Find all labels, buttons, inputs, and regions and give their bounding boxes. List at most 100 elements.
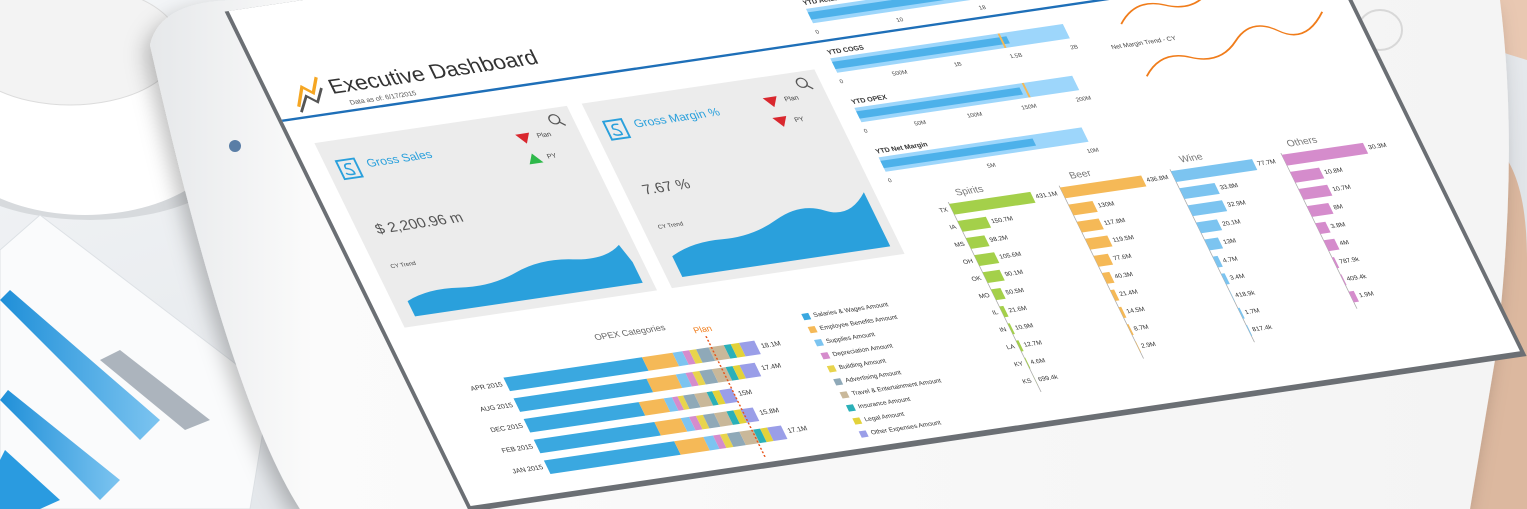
bar-segment (674, 436, 710, 455)
bullet-bar (880, 138, 1037, 169)
plan-indicator (515, 132, 530, 144)
bar-segment (753, 428, 767, 444)
header-rule (281, 0, 1333, 122)
category-label: IA (949, 224, 959, 231)
py-label: PY (546, 153, 559, 161)
bar-segment (694, 392, 714, 408)
bar-segment (543, 441, 681, 474)
bar-segment (672, 351, 689, 367)
paper-bar (0, 450, 60, 509)
bullet-tick-label: 1.5B (1009, 53, 1024, 60)
legend-swatch (833, 378, 844, 386)
bar (1212, 255, 1223, 268)
bar-segment (703, 435, 720, 451)
value-label: 12.7M (1023, 340, 1044, 349)
value-label: 21.4M (1118, 289, 1139, 298)
bar-segment (702, 413, 721, 429)
value-label: 1.9M (1358, 291, 1375, 299)
bar-segment (688, 415, 703, 431)
value-label: 32.9M (1226, 200, 1247, 209)
bar (1281, 142, 1369, 166)
bar-segment (696, 347, 716, 363)
bullet-tick-label: 0 (815, 30, 822, 36)
value-label: 50.5M (1005, 287, 1026, 296)
bullet-label: YTD OPEX (850, 94, 888, 106)
bar-segment (739, 340, 761, 357)
value-label: 77.7M (1256, 159, 1277, 168)
value-label: 817.4k (1251, 324, 1274, 333)
bar-segment (712, 434, 727, 450)
screen-surface (228, 0, 1521, 507)
bar (999, 305, 1009, 318)
value-label: 150.7M (990, 216, 1015, 225)
value-label: 40.3M (1113, 271, 1134, 280)
value-label: 4.6M (1029, 358, 1046, 366)
bar-segment (730, 342, 746, 358)
value-label: 20.1M (1221, 219, 1242, 228)
bar-segment (733, 409, 747, 424)
legend-swatch (820, 352, 831, 360)
bar (1298, 184, 1333, 200)
bar-segment (723, 344, 738, 359)
screen: Executive Dashboard Data as of: 6/17/201… (224, 0, 1527, 509)
kpi-icon (343, 162, 356, 176)
bar (1032, 374, 1039, 386)
bar-segment (503, 357, 649, 392)
category-label: OK (970, 275, 983, 283)
zoom-icon (559, 121, 567, 126)
value-label: 699.4k (1037, 374, 1060, 383)
category-label: MO (978, 292, 991, 300)
py-indicator (772, 115, 787, 127)
bar (1076, 218, 1104, 233)
bar (1126, 324, 1134, 336)
total-label: 15M (737, 389, 754, 397)
bar (1348, 290, 1359, 303)
bullet-target (1021, 82, 1031, 98)
bar-segment (699, 369, 719, 385)
bullet-tick-label: 150M (1021, 104, 1038, 112)
bar (1195, 219, 1223, 234)
bullet-tick-label: 2B (1070, 45, 1080, 51)
kpi-icon (334, 157, 365, 181)
plan-line-label: Plan (692, 324, 714, 336)
bar-segment (725, 366, 740, 381)
bullet-bar (831, 36, 1010, 70)
bullet-tick-label: 0 (887, 178, 894, 184)
bar-segment (719, 433, 734, 449)
bar-segment (671, 396, 685, 411)
bullet-tick-label: 0 (839, 79, 846, 85)
bar (1085, 235, 1113, 250)
total-label: 15.8M (758, 407, 780, 416)
bullet-tick-label: 10 (896, 17, 906, 23)
py-indicator (529, 153, 544, 165)
bar (1290, 167, 1325, 183)
category-label: TX (938, 207, 950, 215)
bar-segment (685, 371, 699, 387)
bullet-tick-label: 10M (1086, 148, 1100, 155)
bar (1187, 200, 1228, 217)
value-label: 21.6M (1007, 305, 1028, 314)
bar-segment (677, 395, 690, 410)
bar-segment (706, 391, 719, 406)
value-label: 3.8M (1330, 222, 1347, 230)
bullet-tick-label: 100M (966, 112, 983, 120)
plan-label: Plan (536, 131, 553, 139)
bar (1331, 257, 1340, 269)
chart-title: Beer (1068, 168, 1094, 181)
bar (1179, 183, 1220, 200)
value-label: 418.9k (1234, 290, 1257, 299)
value-label: 98.2M (988, 235, 1009, 244)
trend-label: CY Trend (657, 222, 685, 231)
category-label: KY (1013, 361, 1025, 369)
legend-swatch (826, 365, 837, 373)
bar-segment (654, 418, 688, 436)
bar (1059, 175, 1147, 199)
trend-area (407, 244, 643, 317)
bar-segment (712, 390, 726, 405)
bar (1015, 340, 1024, 352)
bar-segment (646, 374, 683, 393)
legend-swatch (839, 391, 850, 399)
py-label: PY (793, 116, 806, 124)
bar-segment (682, 350, 696, 365)
category-label: IN (998, 327, 1008, 334)
